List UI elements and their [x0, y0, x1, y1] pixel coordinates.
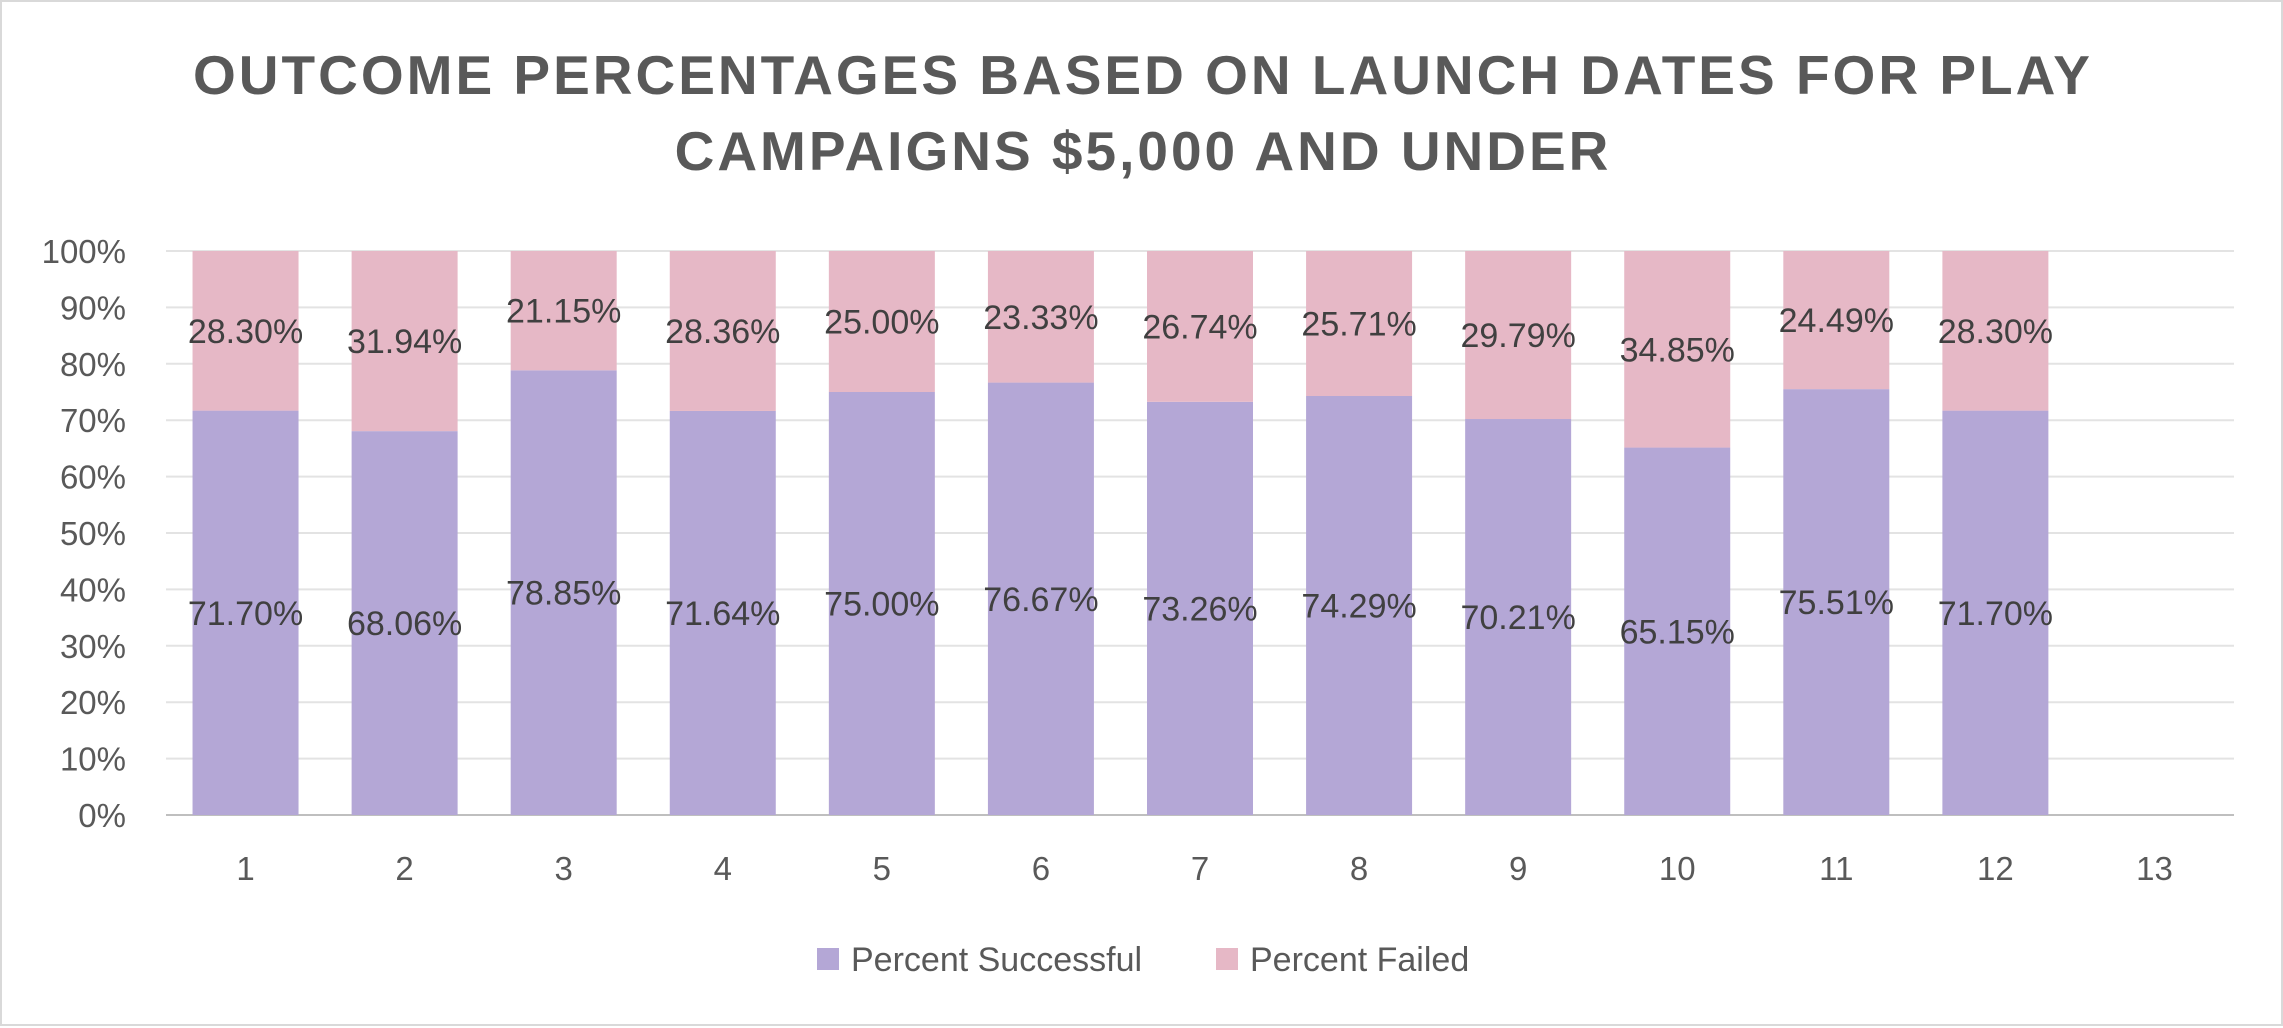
legend-label: Percent Successful: [851, 941, 1142, 979]
bar-failed: [1783, 251, 1890, 390]
x-tick-label: 2: [395, 850, 413, 887]
data-label-failed: 26.74%: [1142, 308, 1257, 346]
bar-failed: [987, 251, 1094, 383]
bar-successful: [510, 370, 617, 815]
legend-swatch: [817, 948, 839, 970]
y-tick-label: 100%: [42, 233, 126, 270]
x-axis: 1 2 3 4 5 6 7 8 9 10 11 12 13: [236, 850, 2172, 887]
legend: Percent Successful Percent Failed: [817, 941, 1469, 979]
bar-failed: [1465, 251, 1572, 420]
data-label-successful: 73.26%: [1142, 590, 1257, 628]
y-axis: 0% 10% 20% 30% 40% 50% 60% 70% 80% 90% 100%: [42, 233, 126, 834]
bar-successful: [192, 410, 299, 815]
data-labels: 71.70% 28.30% 68.06% 31.94% 78.85% 21.15% 71.6…: [188, 293, 2053, 652]
data-label-failed: 28.36%: [665, 313, 780, 351]
legend-label: Percent Failed: [1250, 941, 1469, 979]
bar-failed: [669, 251, 776, 411]
x-tick-label: 1: [236, 850, 254, 887]
data-label-successful: 75.00%: [824, 586, 939, 624]
data-label-failed: 23.33%: [983, 299, 1098, 337]
bar-failed: [510, 251, 617, 371]
y-tick-label: 30%: [60, 628, 126, 665]
data-label-successful: 71.64%: [665, 595, 780, 633]
bar-failed: [1147, 251, 1253, 402]
chart-title: OUTCOME PERCENTAGES BASED ON LAUNCH DATE…: [193, 44, 2093, 182]
x-tick-label: 5: [873, 850, 891, 887]
y-tick-label: 10%: [60, 741, 126, 778]
y-tick-label: 40%: [60, 571, 126, 608]
legend-swatch: [1216, 948, 1238, 970]
bar-failed: [1624, 251, 1731, 448]
bar-successful: [1306, 396, 1413, 815]
bar-successful: [351, 431, 458, 815]
y-tick-label: 90%: [60, 289, 126, 326]
bar-successful: [1783, 389, 1890, 815]
x-tick-label: 12: [1977, 850, 2014, 887]
bar-successful: [1147, 401, 1253, 815]
x-tick-label: 7: [1191, 850, 1209, 887]
data-label-successful: 75.51%: [1779, 584, 1894, 622]
data-label-failed: 28.30%: [188, 313, 303, 351]
data-label-successful: 70.21%: [1460, 599, 1575, 637]
x-tick-label: 9: [1509, 850, 1527, 887]
bar-successful: [1942, 410, 2049, 815]
data-label-failed: 21.15%: [506, 293, 621, 331]
bar-failed: [351, 251, 458, 432]
x-tick-label: 10: [1659, 850, 1696, 887]
bar-failed: [192, 251, 299, 411]
data-label-successful: 76.67%: [983, 581, 1098, 619]
y-tick-label: 60%: [60, 459, 126, 496]
data-label-failed: 28.30%: [1938, 313, 2053, 351]
data-label-successful: 68.06%: [347, 605, 462, 643]
bar-successful: [987, 382, 1094, 815]
data-label-failed: 25.00%: [824, 304, 939, 342]
y-tick-label: 50%: [60, 515, 126, 552]
x-tick-label: 6: [1032, 850, 1050, 887]
data-label-failed: 31.94%: [347, 323, 462, 361]
y-tick-label: 20%: [60, 684, 126, 721]
data-label-failed: 34.85%: [1620, 331, 1735, 369]
bar-failed: [828, 251, 935, 392]
x-tick-label: 13: [2136, 850, 2173, 887]
x-tick-label: 8: [1350, 850, 1368, 887]
bar-successful: [1465, 419, 1572, 815]
bar-failed: [1306, 251, 1413, 397]
x-tick-label: 4: [714, 850, 732, 887]
bar-successful: [1624, 447, 1731, 815]
chart-title-line-1: OUTCOME PERCENTAGES BASED ON LAUNCH DATE…: [193, 44, 2093, 106]
data-label-failed: 24.49%: [1779, 302, 1894, 340]
data-label-successful: 78.85%: [506, 575, 621, 613]
bars: [192, 251, 2049, 815]
chart-title-line-2: CAMPAIGNS $5,000 AND UNDER: [675, 120, 1612, 182]
y-tick-label: 70%: [60, 402, 126, 439]
data-label-successful: 71.70%: [188, 595, 303, 633]
data-label-failed: 29.79%: [1460, 317, 1575, 355]
data-label-failed: 25.71%: [1301, 306, 1416, 344]
bar-successful: [828, 392, 935, 815]
x-tick-label: 3: [555, 850, 573, 887]
data-label-successful: 65.15%: [1620, 613, 1735, 651]
y-tick-label: 80%: [60, 346, 126, 383]
y-tick-label: 0%: [78, 797, 126, 834]
x-tick-label: 11: [1819, 850, 1853, 887]
data-label-successful: 74.29%: [1301, 588, 1416, 626]
bar-successful: [669, 410, 776, 815]
data-label-successful: 71.70%: [1938, 595, 2053, 633]
bar-failed: [1942, 251, 2049, 411]
